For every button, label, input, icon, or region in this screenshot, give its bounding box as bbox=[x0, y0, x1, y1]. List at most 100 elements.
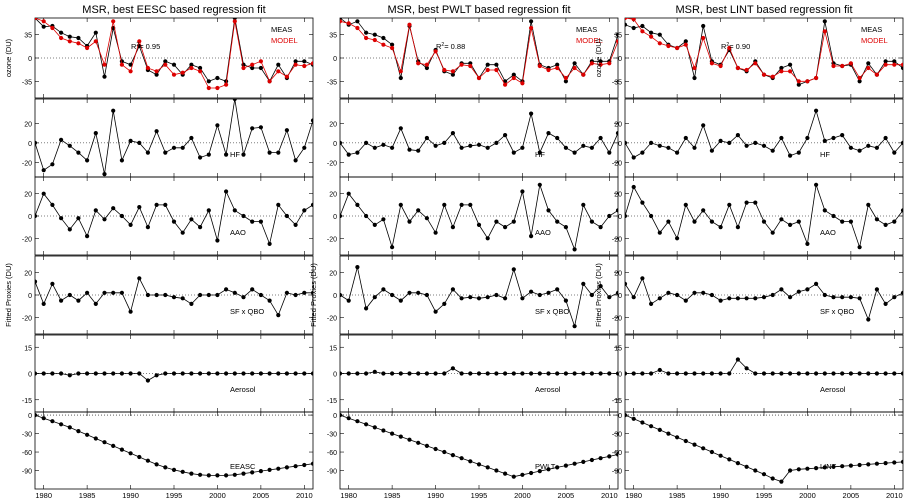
series-line bbox=[340, 113, 618, 156]
data-point bbox=[822, 19, 827, 24]
y-tick-label: -90 bbox=[612, 469, 622, 476]
data-point bbox=[692, 145, 697, 150]
y-tick-label: 20 bbox=[614, 271, 622, 278]
data-point bbox=[718, 371, 723, 376]
data-point bbox=[59, 298, 64, 303]
r-squared-label: R2= 0.95 bbox=[131, 42, 160, 51]
data-point bbox=[796, 219, 801, 224]
data-point bbox=[364, 140, 369, 145]
y-tick-label: 35 bbox=[24, 33, 32, 40]
data-point bbox=[675, 45, 680, 51]
y-tick-label: 15 bbox=[329, 345, 337, 352]
data-point bbox=[102, 62, 107, 67]
data-point bbox=[511, 371, 516, 376]
data-point bbox=[41, 191, 46, 196]
data-point bbox=[900, 371, 903, 376]
data-point bbox=[93, 208, 98, 213]
chart-column-3: MSR, best LINT based regression fit 35 0 -3… bbox=[594, 4, 904, 500]
y-tick-label: -15 bbox=[612, 398, 622, 405]
data-point bbox=[468, 63, 473, 69]
panel-4: 20 0 -20 Fitted Proxies (DU) SF x QBO bbox=[4, 255, 314, 335]
data-point bbox=[137, 205, 142, 210]
data-point bbox=[598, 59, 603, 64]
chart-column-2: MSR, best PWLT based regression fit 35 0 -3… bbox=[309, 4, 619, 500]
data-point bbox=[709, 219, 715, 224]
data-point bbox=[709, 371, 715, 376]
data-point bbox=[666, 145, 671, 150]
data-point bbox=[709, 292, 715, 298]
proxy-label: Aerosol bbox=[230, 385, 256, 394]
data-point bbox=[744, 464, 749, 469]
data-point bbox=[666, 219, 671, 224]
data-point bbox=[128, 69, 133, 74]
data-point bbox=[589, 371, 595, 376]
data-point bbox=[563, 371, 569, 376]
data-point bbox=[258, 65, 263, 71]
data-point bbox=[727, 457, 732, 462]
data-point bbox=[93, 39, 98, 44]
data-point bbox=[615, 131, 618, 136]
data-point bbox=[874, 145, 880, 150]
y-tick-label: -15 bbox=[22, 398, 32, 405]
data-point bbox=[450, 287, 455, 292]
y-tick-label: 0 bbox=[28, 293, 32, 300]
data-point bbox=[805, 241, 810, 246]
x-tick-label: 1990 bbox=[427, 491, 444, 500]
data-point bbox=[779, 65, 784, 71]
data-point bbox=[727, 296, 732, 301]
data-point bbox=[848, 371, 854, 376]
data-point bbox=[840, 295, 845, 300]
x-tick-label: 2000 bbox=[209, 491, 226, 500]
data-point bbox=[831, 63, 836, 69]
data-point bbox=[258, 469, 263, 474]
data-point bbox=[744, 296, 749, 301]
data-point bbox=[866, 317, 871, 322]
data-point bbox=[857, 79, 862, 84]
data-point bbox=[563, 79, 569, 84]
data-point bbox=[128, 451, 133, 456]
data-point bbox=[442, 449, 447, 455]
data-point bbox=[476, 75, 482, 81]
data-point bbox=[589, 219, 595, 224]
data-point bbox=[546, 467, 551, 472]
data-point bbox=[198, 65, 203, 71]
data-point bbox=[563, 463, 569, 468]
proxy-label: HF bbox=[820, 150, 830, 159]
data-point bbox=[511, 150, 516, 155]
data-point bbox=[198, 472, 203, 477]
data-point bbox=[340, 292, 343, 298]
panel-4: 20 0 -20 Fitted Proxies (DU) SF x QBO bbox=[594, 255, 904, 335]
data-point bbox=[649, 34, 654, 39]
legend-meas: MEAS bbox=[861, 25, 882, 34]
data-point bbox=[424, 371, 429, 376]
data-point bbox=[494, 371, 499, 376]
panel-6: 0 -30 -60 -90 EEASC bbox=[22, 411, 314, 490]
data-point bbox=[866, 202, 871, 207]
data-point bbox=[520, 189, 525, 194]
data-point bbox=[640, 29, 645, 34]
data-point bbox=[450, 69, 455, 74]
proxy-label: AAO bbox=[535, 228, 551, 237]
data-point bbox=[692, 371, 697, 376]
data-point bbox=[364, 306, 369, 311]
data-point bbox=[41, 168, 46, 173]
data-point bbox=[381, 142, 386, 147]
data-point bbox=[494, 67, 499, 73]
data-point bbox=[649, 30, 654, 35]
data-point bbox=[537, 469, 542, 474]
data-point bbox=[355, 150, 360, 155]
data-point bbox=[485, 295, 490, 300]
y-tick-label: 0 bbox=[28, 141, 32, 148]
data-point bbox=[41, 416, 46, 421]
data-point bbox=[631, 25, 636, 31]
data-point bbox=[145, 225, 150, 230]
data-point bbox=[163, 59, 168, 64]
data-point bbox=[529, 19, 534, 24]
data-point bbox=[701, 446, 706, 451]
data-point bbox=[163, 371, 168, 376]
legend-meas: MEAS bbox=[576, 25, 597, 34]
data-point bbox=[364, 30, 369, 35]
data-point bbox=[883, 222, 888, 227]
data-point bbox=[761, 72, 767, 77]
data-point bbox=[735, 357, 741, 362]
